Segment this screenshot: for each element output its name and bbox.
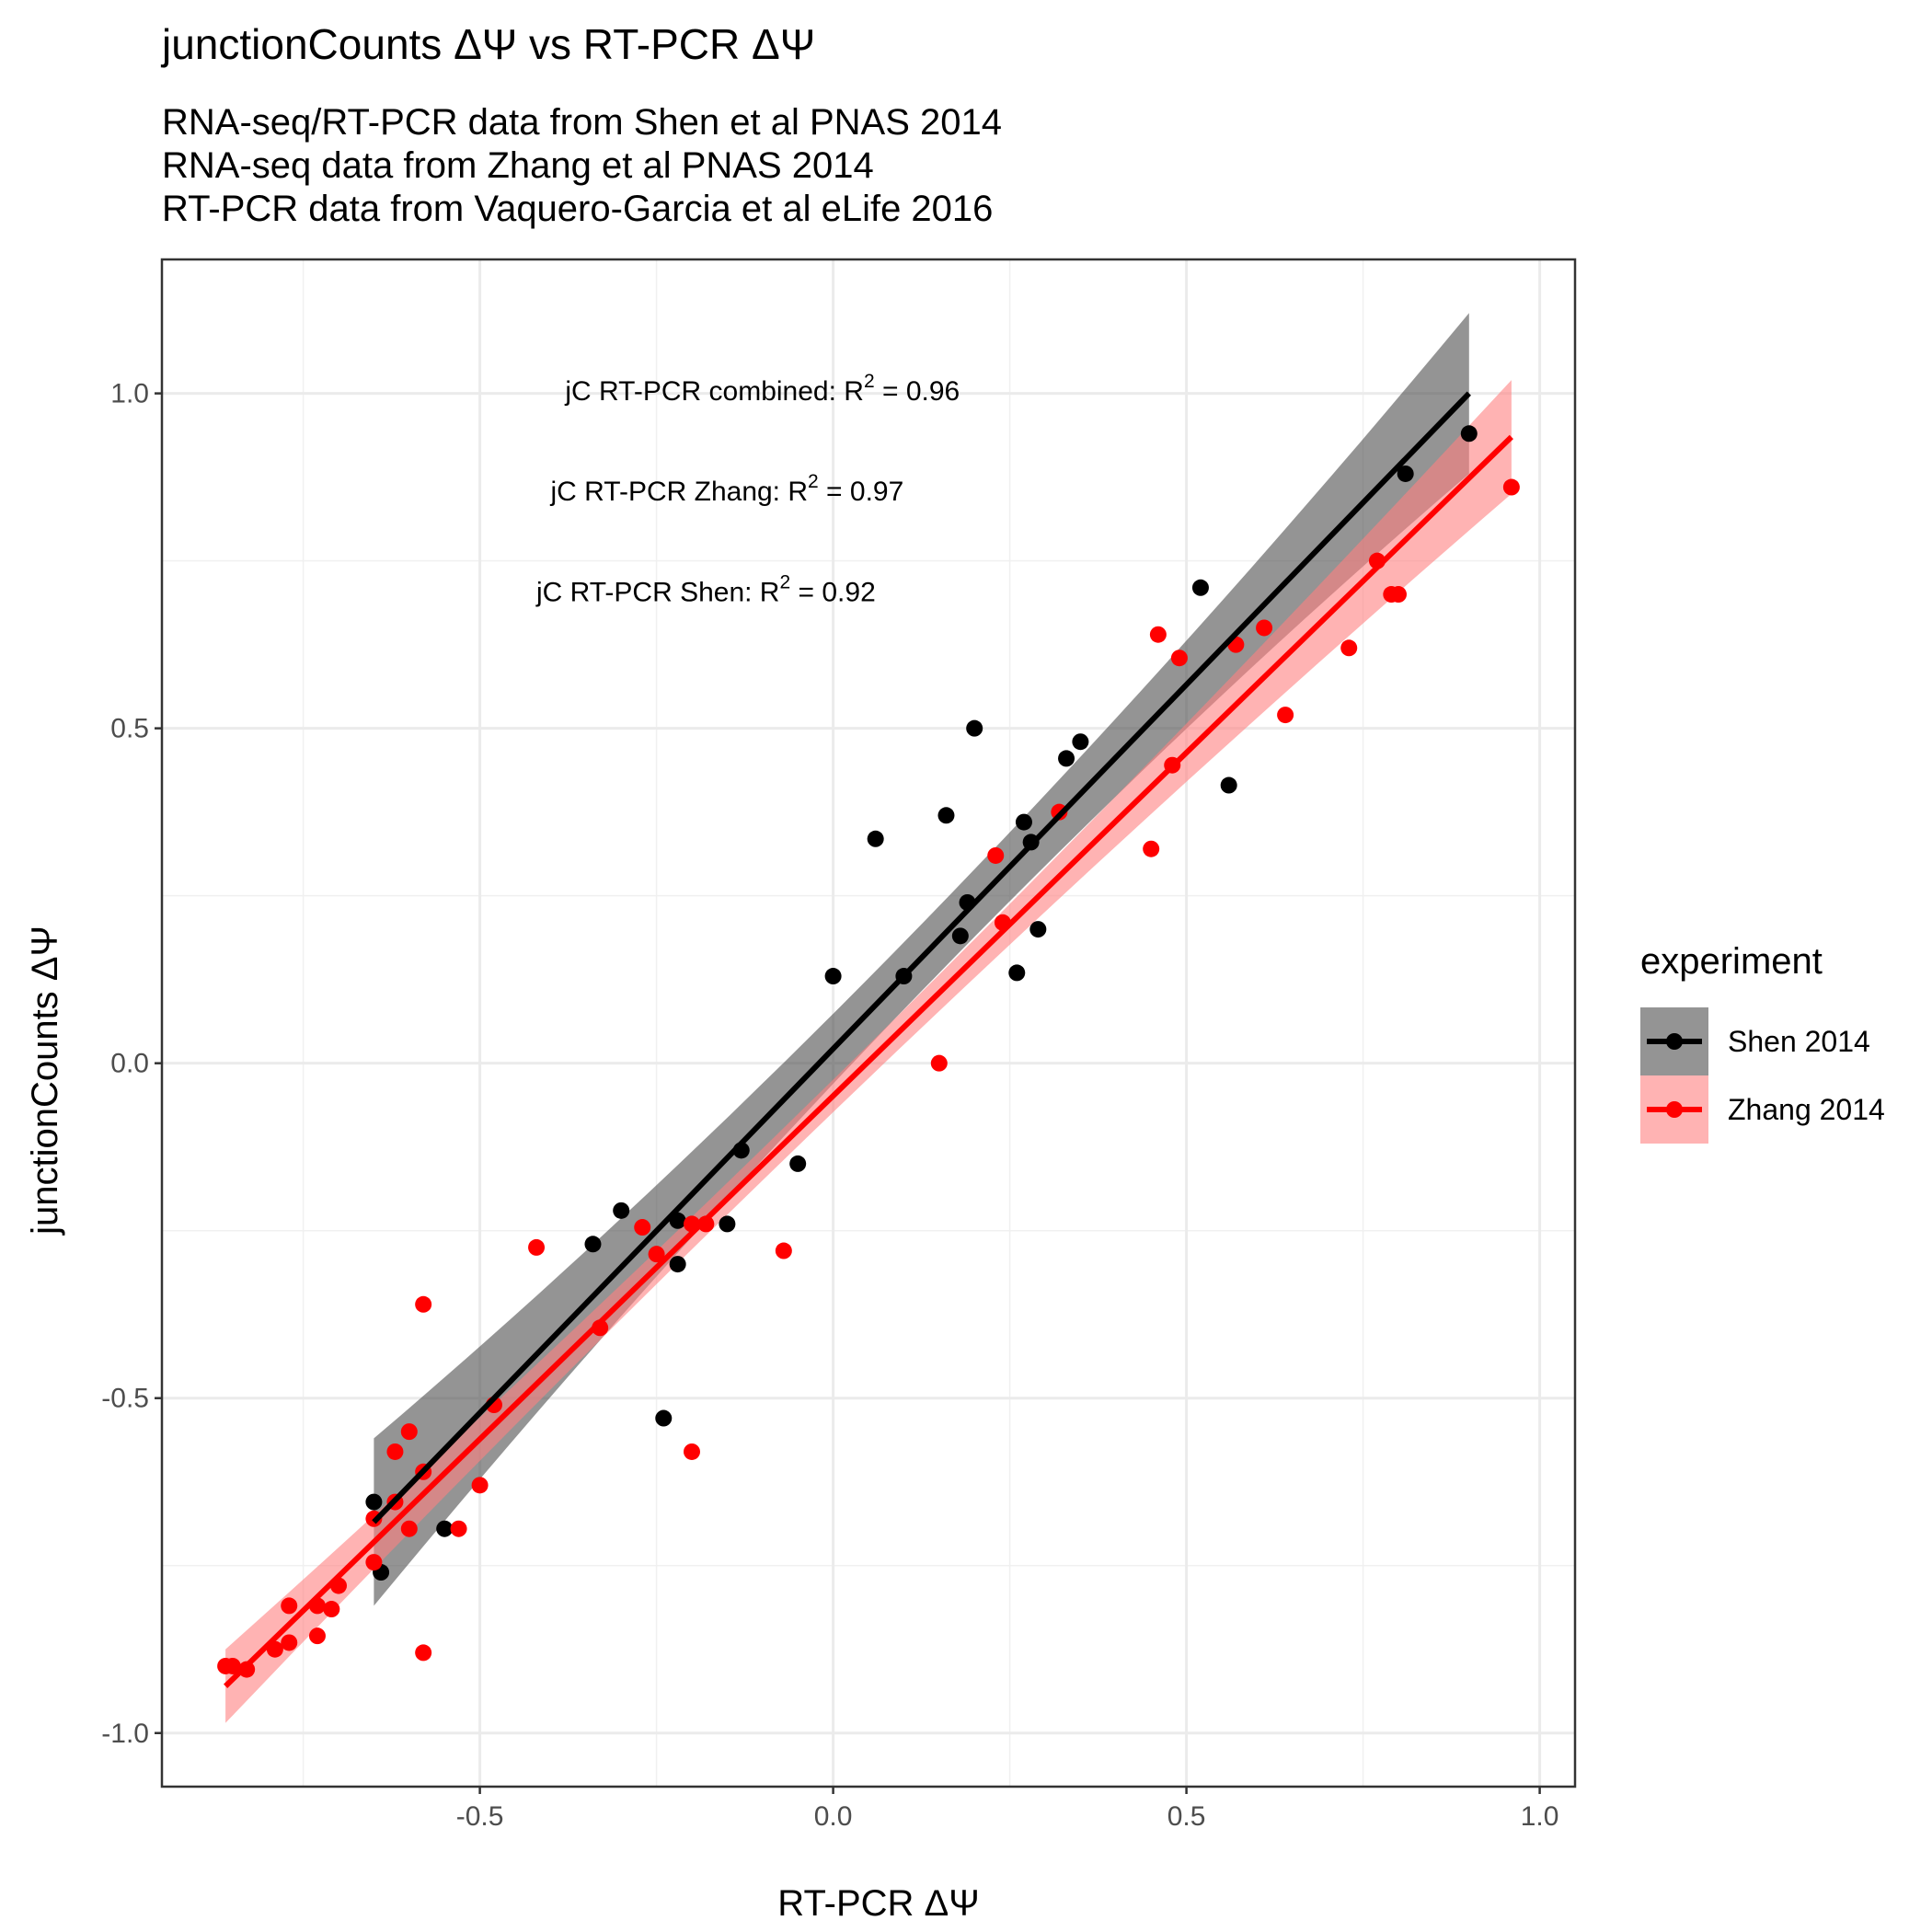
y-tick-label: 1.0 xyxy=(110,379,149,409)
data-point-zhang-2014 xyxy=(987,846,1005,864)
x-tick-label: 1.0 xyxy=(1521,1801,1559,1832)
data-point-shen-2014 xyxy=(1460,425,1478,443)
data-point-shen-2014 xyxy=(937,807,955,824)
plot-border xyxy=(160,258,1577,1788)
legend-key-point xyxy=(1666,1101,1683,1118)
x-axis-title: RT-PCR ΔΨ xyxy=(777,1883,979,1924)
data-point-zhang-2014 xyxy=(386,1443,404,1460)
r2-annotation: jC RT-PCR combined: R2 = 0.96 xyxy=(564,371,960,407)
data-point-shen-2014 xyxy=(1008,964,1026,982)
data-point-zhang-2014 xyxy=(1340,639,1358,657)
data-point-zhang-2014 xyxy=(1143,840,1160,857)
chart-subtitle-line-3: RT-PCR data from Vaquero-Garcia et al eL… xyxy=(162,189,993,229)
y-tick-label: 0.5 xyxy=(110,714,149,744)
data-point-shen-2014 xyxy=(436,1520,454,1537)
data-point-shen-2014 xyxy=(1191,579,1209,596)
data-point-zhang-2014 xyxy=(528,1238,546,1256)
data-point-shen-2014 xyxy=(867,830,884,847)
chart-subtitle-line-2: RNA-seq data from Zhang et al PNAS 2014 xyxy=(162,145,874,186)
legend: experiment Shen 2014 Zhang 2014 xyxy=(1640,941,1885,1144)
data-point-zhang-2014 xyxy=(415,1295,432,1313)
legend-title: experiment xyxy=(1640,941,1823,982)
data-point-zhang-2014 xyxy=(400,1520,418,1537)
data-point-shen-2014 xyxy=(966,719,983,737)
data-point-zhang-2014 xyxy=(415,1644,432,1662)
data-point-zhang-2014 xyxy=(450,1520,467,1537)
data-point-shen-2014 xyxy=(584,1236,602,1253)
x-tick-label: 0.0 xyxy=(814,1801,853,1832)
data-point-zhang-2014 xyxy=(775,1242,792,1259)
y-axis-title: junctionCounts ΔΨ xyxy=(25,926,65,1236)
data-point-zhang-2014 xyxy=(281,1634,298,1651)
y-tick-label: 0.0 xyxy=(110,1049,149,1079)
data-point-shen-2014 xyxy=(824,968,842,985)
data-point-shen-2014 xyxy=(789,1155,807,1172)
data-point-zhang-2014 xyxy=(471,1477,489,1494)
data-point-shen-2014 xyxy=(613,1202,630,1219)
legend-keys: Shen 2014 Zhang 2014 xyxy=(1640,1007,1885,1144)
data-point-zhang-2014 xyxy=(365,1554,383,1571)
data-point-zhang-2014 xyxy=(634,1219,651,1236)
data-point-shen-2014 xyxy=(655,1409,673,1427)
x-tick-label: 0.5 xyxy=(1167,1801,1206,1832)
legend-key-point xyxy=(1666,1033,1683,1050)
data-point-shen-2014 xyxy=(1397,465,1414,482)
data-point-zhang-2014 xyxy=(1502,478,1520,496)
data-point-shen-2014 xyxy=(1072,733,1089,751)
r2-annotation: jC RT-PCR Zhang: R2 = 0.97 xyxy=(550,471,904,507)
data-point-shen-2014 xyxy=(1058,750,1075,767)
data-point-zhang-2014 xyxy=(1256,619,1273,637)
confidence-band-zhang-2014 xyxy=(225,380,1512,1723)
legend-label: Zhang 2014 xyxy=(1728,1093,1885,1126)
chart-title: junctionCounts ΔΨ vs RT-PCR ΔΨ xyxy=(160,20,815,68)
data-point-zhang-2014 xyxy=(1149,626,1167,643)
data-point-shen-2014 xyxy=(719,1215,736,1233)
data-point-zhang-2014 xyxy=(1277,707,1294,724)
y-tick-label: -1.0 xyxy=(101,1719,149,1749)
regression-line-zhang-2014 xyxy=(224,434,1513,1688)
data-point-zhang-2014 xyxy=(224,1657,241,1674)
data-point-shen-2014 xyxy=(951,927,969,945)
chart-subtitle-line-1: RNA-seq/RT-PCR data from Shen et al PNAS… xyxy=(162,102,1002,143)
data-point-zhang-2014 xyxy=(930,1054,948,1072)
regression-line-shen-2014 xyxy=(372,391,1471,1524)
data-point-shen-2014 xyxy=(669,1256,686,1273)
data-point-zhang-2014 xyxy=(1170,650,1188,667)
data-point-shen-2014 xyxy=(365,1493,383,1511)
data-point-zhang-2014 xyxy=(400,1423,418,1441)
data-point-zhang-2014 xyxy=(648,1246,665,1263)
data-point-zhang-2014 xyxy=(281,1597,298,1615)
data-point-zhang-2014 xyxy=(1390,586,1407,604)
data-point-shen-2014 xyxy=(1220,776,1237,794)
data-point-zhang-2014 xyxy=(323,1601,340,1618)
data-point-shen-2014 xyxy=(1029,921,1047,938)
data-point-shen-2014 xyxy=(1015,813,1032,831)
r2-annotation: jC RT-PCR Shen: R2 = 0.92 xyxy=(535,571,876,607)
data-point-zhang-2014 xyxy=(308,1627,326,1645)
plot-area: jC RT-PCR combined: R2 = 0.96 jC RT-PCR Z… xyxy=(101,258,1577,1832)
y-tick-label: -0.5 xyxy=(101,1384,149,1414)
data-point-zhang-2014 xyxy=(684,1443,700,1460)
x-tick-label: -0.5 xyxy=(456,1801,504,1832)
legend-label: Shen 2014 xyxy=(1728,1025,1870,1058)
